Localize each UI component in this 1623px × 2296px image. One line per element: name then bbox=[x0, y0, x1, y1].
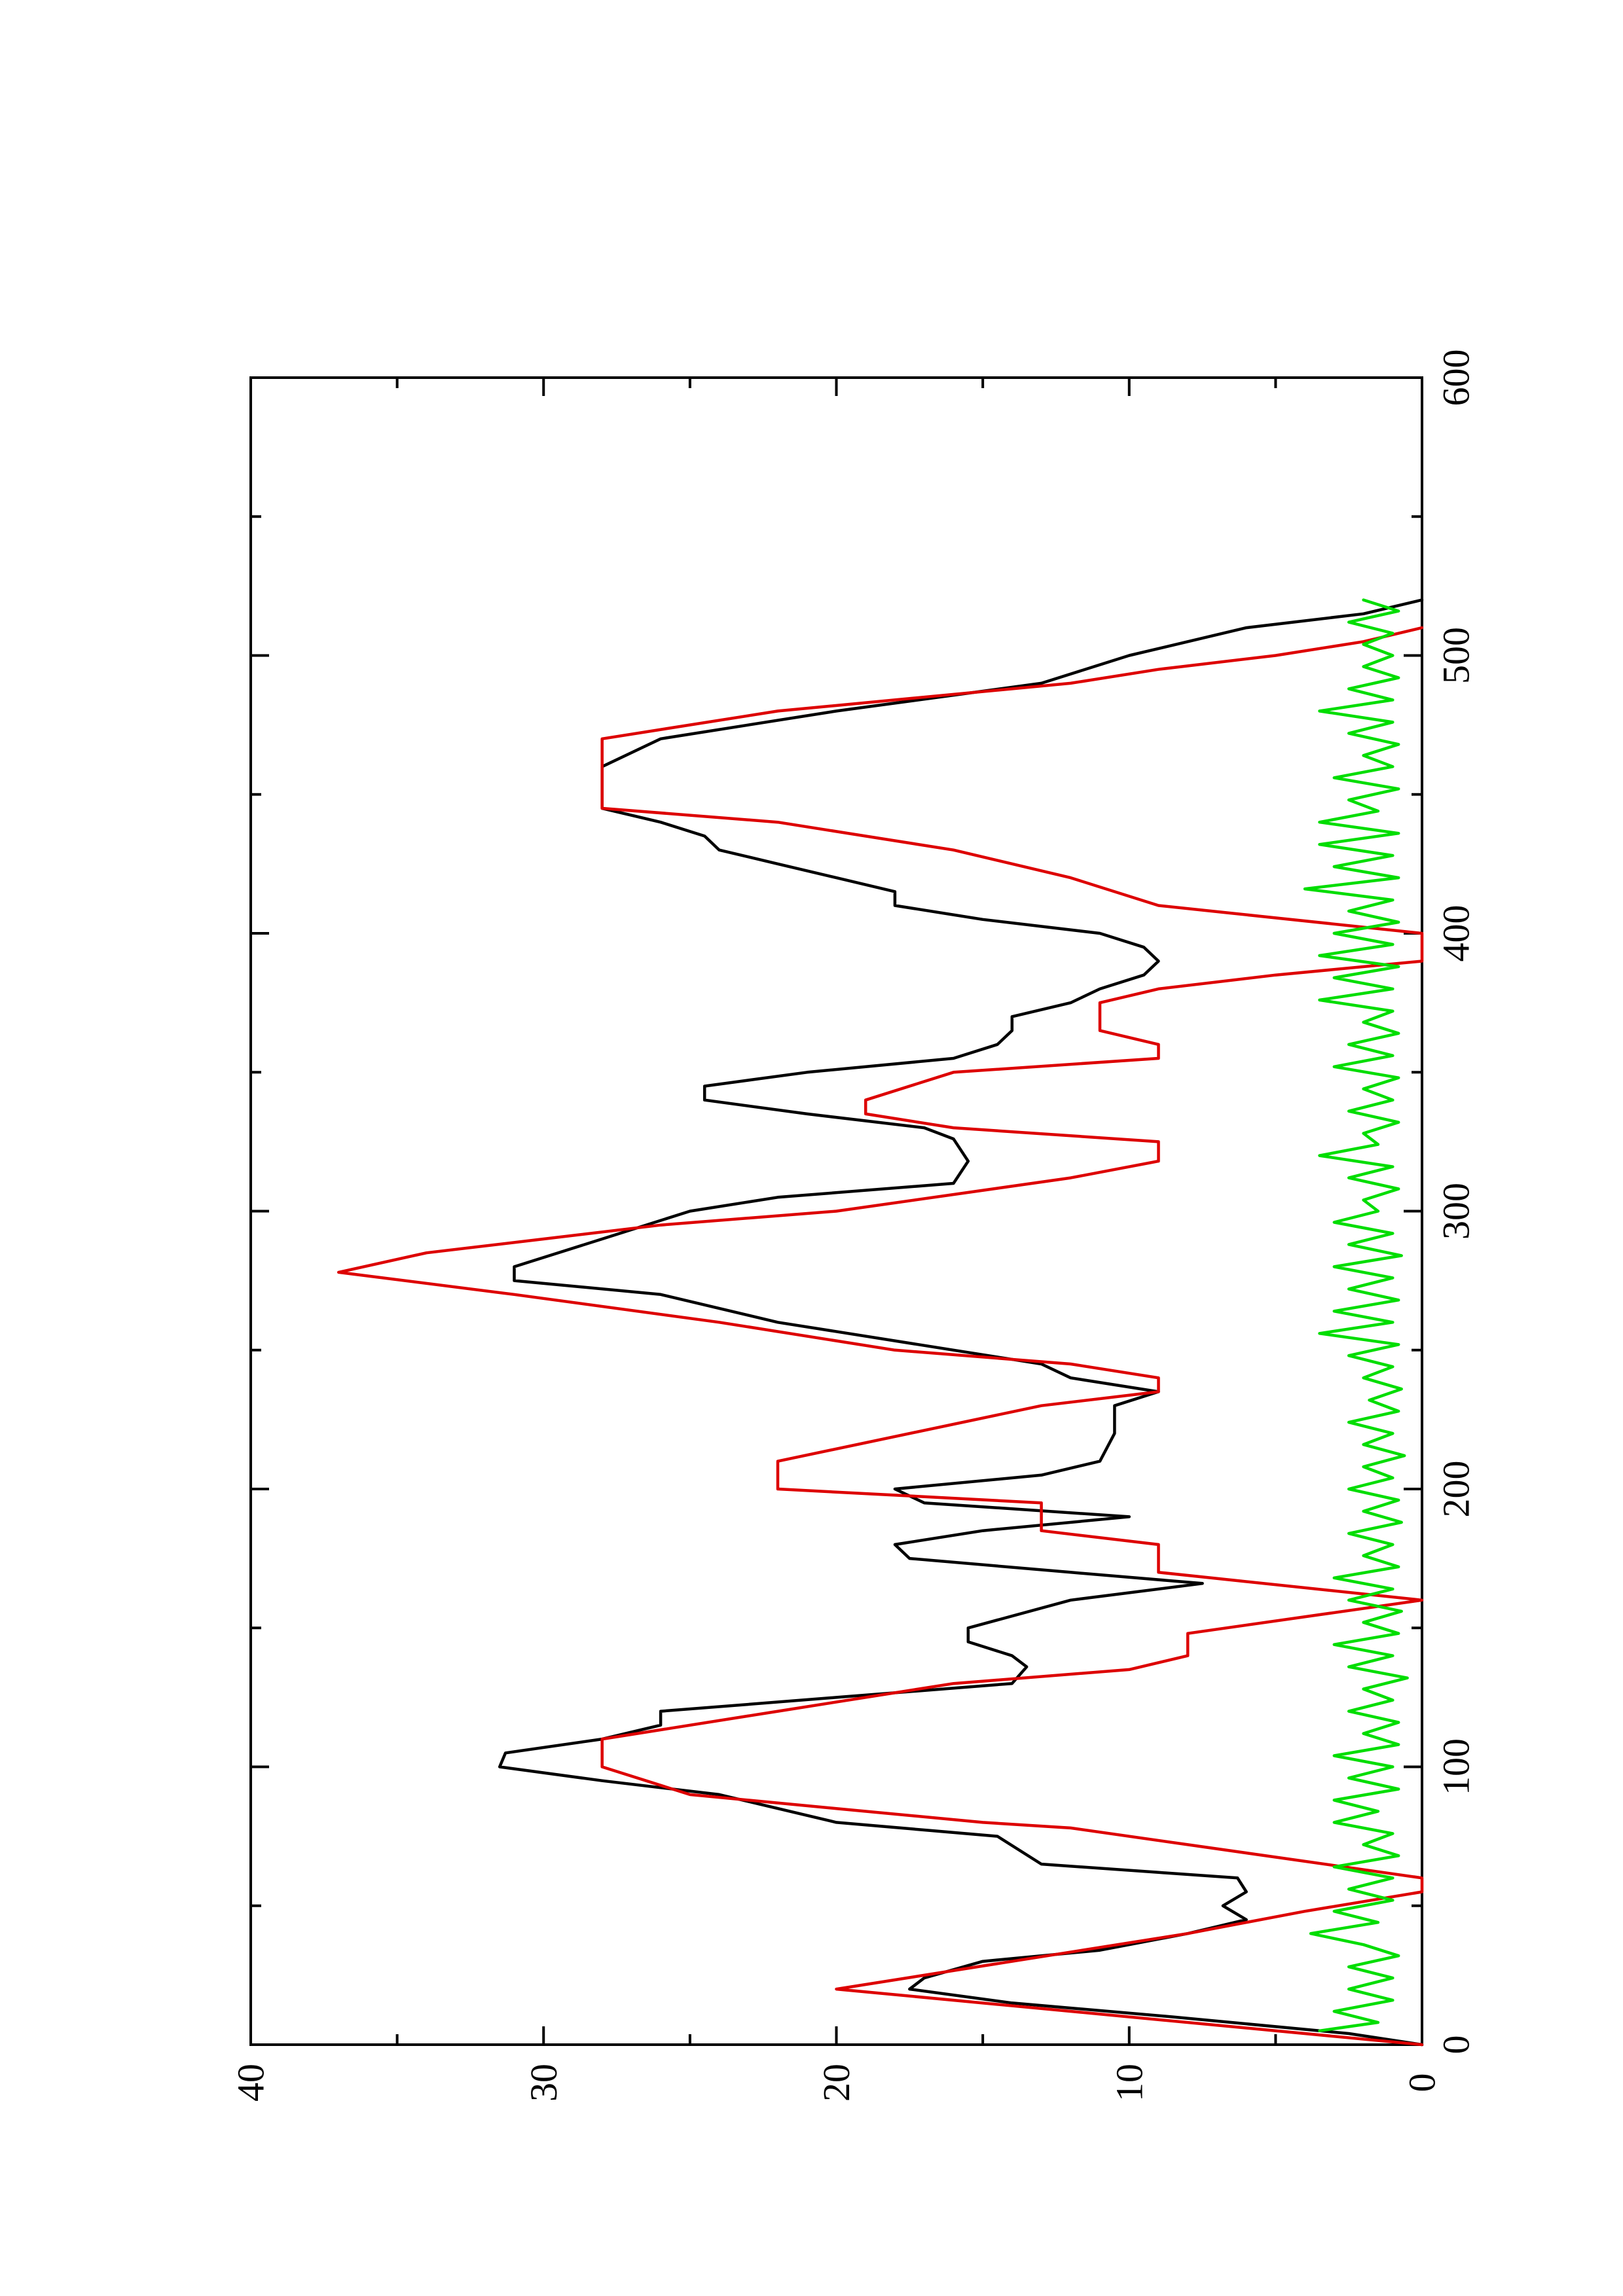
series-line-red bbox=[337, 626, 1424, 2047]
y-tick-label: 20 bbox=[815, 2064, 858, 2102]
x-tick-label: 0 bbox=[1435, 2036, 1478, 2054]
series-line-black bbox=[498, 598, 1424, 2047]
x-tick-label: 300 bbox=[1435, 1183, 1478, 1240]
x-tick-label: 400 bbox=[1435, 905, 1478, 962]
y-tick-label: 0 bbox=[1401, 2073, 1444, 2092]
x-tick-label: 500 bbox=[1435, 627, 1478, 684]
x-tick-label: 600 bbox=[1435, 350, 1478, 406]
series-line-green bbox=[1303, 598, 1409, 2033]
y-tick-label: 10 bbox=[1108, 2064, 1150, 2102]
x-tick-label: 200 bbox=[1435, 1461, 1478, 1518]
y-tick-label: 30 bbox=[522, 2064, 565, 2102]
y-tick-label: 40 bbox=[230, 2064, 272, 2102]
chart-area: 0 100 200 300 400 500 600 0 10 20 30 40 bbox=[230, 350, 1478, 2102]
x-tick-label: 100 bbox=[1435, 1738, 1478, 1795]
